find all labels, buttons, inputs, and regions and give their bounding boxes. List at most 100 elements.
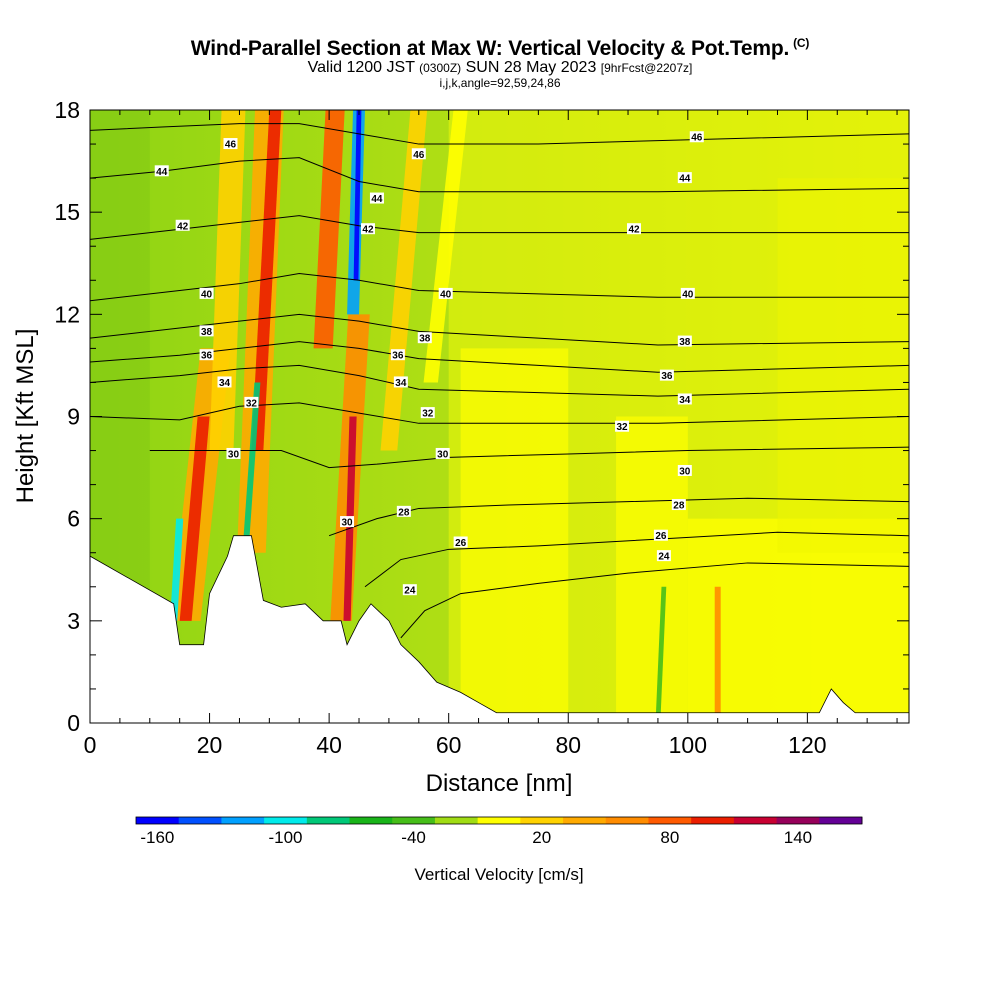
theta-label-bg	[369, 192, 384, 204]
colorbar-swatch	[221, 817, 265, 824]
y-tick-label: 9	[67, 404, 80, 430]
colorbar: -160 -100 -40 20 80 140	[135, 816, 863, 847]
theta-label: 42	[628, 225, 640, 236]
theta-contour-42	[90, 215, 909, 240]
theta-contour-30	[149, 446, 909, 469]
theta-label: 24	[658, 552, 670, 563]
y-tick-label: 0	[67, 710, 80, 736]
theta-label: 46	[691, 133, 703, 144]
theta-label: 30	[228, 449, 240, 460]
theta-label-bg	[656, 550, 671, 562]
theta-label: 24	[404, 586, 416, 597]
theta-contour-26	[364, 531, 909, 588]
theta-label: 46	[413, 150, 425, 161]
x-tick-label: 80	[555, 732, 581, 758]
theta-label-bg	[199, 325, 214, 337]
colorbar-title: Vertical Velocity [cm/s]	[414, 865, 583, 884]
theta-label-bg	[411, 148, 426, 160]
colorbar-label: 80	[660, 828, 679, 847]
theta-label: 34	[219, 378, 231, 389]
theta-label: 44	[371, 194, 383, 205]
theta-contour-labels: 46 44 42 40 38 36 34 32 30 46 44 42 40 38 36 34 32 30 30 28…	[154, 131, 704, 597]
theta-label: 40	[440, 289, 452, 300]
theta-label: 34	[679, 395, 691, 406]
colorbar-swatch	[733, 817, 778, 824]
colorbar-swatch	[264, 817, 308, 824]
theta-label: 38	[201, 327, 213, 338]
theta-label-bg	[199, 287, 214, 299]
colorbar-label: 140	[784, 828, 812, 847]
theta-label-bg	[417, 332, 432, 344]
colorbar-swatch	[776, 817, 820, 824]
theta-label-bg	[340, 516, 355, 528]
theta-label: 28	[673, 501, 685, 512]
colorbar-swatch	[434, 817, 479, 824]
theta-label-bg	[393, 376, 408, 388]
colorbar-swatch	[349, 817, 393, 824]
theta-label-bg	[217, 376, 232, 388]
theta-label-bg	[396, 505, 411, 517]
theta-label-bg	[659, 369, 674, 381]
colorbar-swatch	[477, 817, 521, 824]
colorbar-swatch	[136, 817, 180, 824]
theta-label-bg	[435, 447, 450, 459]
theta-label-bg	[360, 223, 375, 235]
theta-label-bg	[677, 172, 692, 184]
colorbar-swatch	[605, 817, 649, 824]
theta-label-bg	[677, 464, 692, 476]
x-tick-label: 40	[316, 732, 342, 758]
colorbar-label: -40	[401, 828, 426, 847]
theta-contour-34	[90, 364, 909, 397]
y-axis-label: Height [Kft MSL]	[12, 329, 39, 504]
x-tick-label: 60	[436, 732, 462, 758]
chart-indices: i,j,k,angle=92,59,24,86	[439, 76, 561, 90]
y-tick-label: 12	[54, 301, 80, 327]
theta-label: 44	[156, 167, 168, 178]
x-tick-label: 20	[197, 732, 223, 758]
x-tick-label: 0	[84, 732, 97, 758]
theta-label-bg	[627, 223, 642, 235]
theta-label-bg	[689, 131, 704, 143]
theta-label-bg	[615, 420, 630, 432]
chart-title: Wind-Parallel Section at Max W: Vertical…	[190, 36, 810, 60]
theta-contour-28	[328, 497, 909, 537]
theta-label: 32	[616, 422, 628, 433]
colorbar-swatch	[691, 817, 735, 824]
theta-contour-44	[90, 157, 909, 193]
theta-label-bg	[402, 584, 417, 596]
theta-label-bg	[390, 349, 405, 361]
theta-label-bg	[154, 165, 169, 177]
terrain-mask	[90, 535, 909, 723]
colorbar-label: -100	[268, 828, 302, 847]
theta-label-bg	[420, 407, 435, 419]
theta-label-bg	[653, 529, 668, 541]
theta-label-bg	[671, 499, 686, 511]
theta-label-bg	[199, 349, 214, 361]
colorbar-label: -160	[140, 828, 174, 847]
theta-label-bg	[223, 138, 238, 150]
theta-label: 32	[422, 409, 434, 420]
y-tick-label: 3	[67, 608, 80, 634]
theta-label: 42	[362, 225, 374, 236]
theta-label: 30	[437, 449, 449, 460]
y-tick-label: 6	[67, 506, 80, 532]
theta-label: 28	[398, 507, 410, 518]
colorbar-swatch	[819, 817, 863, 824]
theta-label: 40	[201, 289, 213, 300]
theta-label: 38	[679, 337, 691, 348]
theta-label-bg	[226, 447, 241, 459]
colorbar-label: 20	[532, 828, 551, 847]
theta-label: 34	[395, 378, 407, 389]
theta-label: 46	[225, 140, 237, 151]
theta-label: 36	[201, 351, 213, 362]
theta-label: 30	[341, 518, 353, 529]
theta-label-bg	[680, 287, 695, 299]
x-tick-label: 120	[788, 732, 826, 758]
theta-label: 36	[392, 351, 404, 362]
colorbar-swatch	[306, 817, 351, 824]
theta-label: 44	[679, 174, 691, 185]
theta-label: 26	[655, 531, 667, 542]
colorbar-swatch	[178, 817, 222, 824]
theta-label: 36	[661, 371, 673, 382]
